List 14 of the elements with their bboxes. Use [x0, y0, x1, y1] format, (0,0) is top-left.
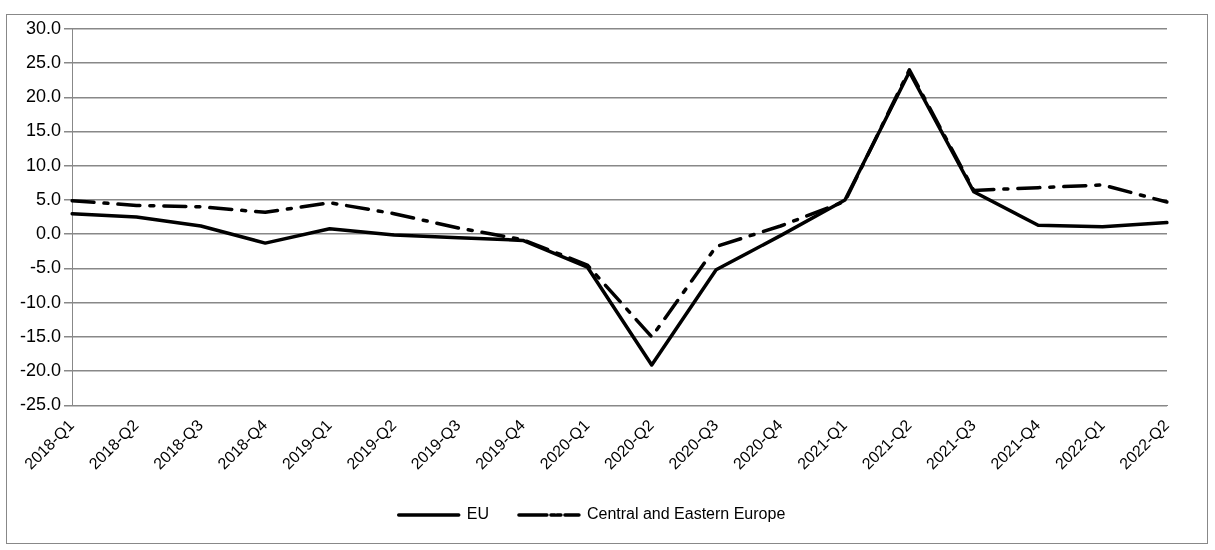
y-tick-label: 10.0: [25, 154, 62, 175]
legend-label: Central and Eastern Europe: [586, 505, 786, 523]
y-tick-label: -15.0: [20, 325, 62, 346]
y-tick-label: 30.0: [25, 17, 62, 38]
y-tick-label: 20.0: [25, 86, 62, 107]
y-tick-label: -5.0: [30, 257, 62, 278]
y-tick-label: 25.0: [25, 52, 62, 72]
legend-label: EU: [466, 505, 489, 523]
y-tick-label: 15.0: [25, 120, 62, 141]
y-tick-label: 5.0: [36, 188, 62, 209]
y-tick-label: -25.0: [20, 394, 62, 415]
y-tick-label: -20.0: [20, 360, 62, 381]
y-tick-label: 0.0: [36, 223, 62, 244]
y-tick-label: -10.0: [20, 291, 62, 312]
